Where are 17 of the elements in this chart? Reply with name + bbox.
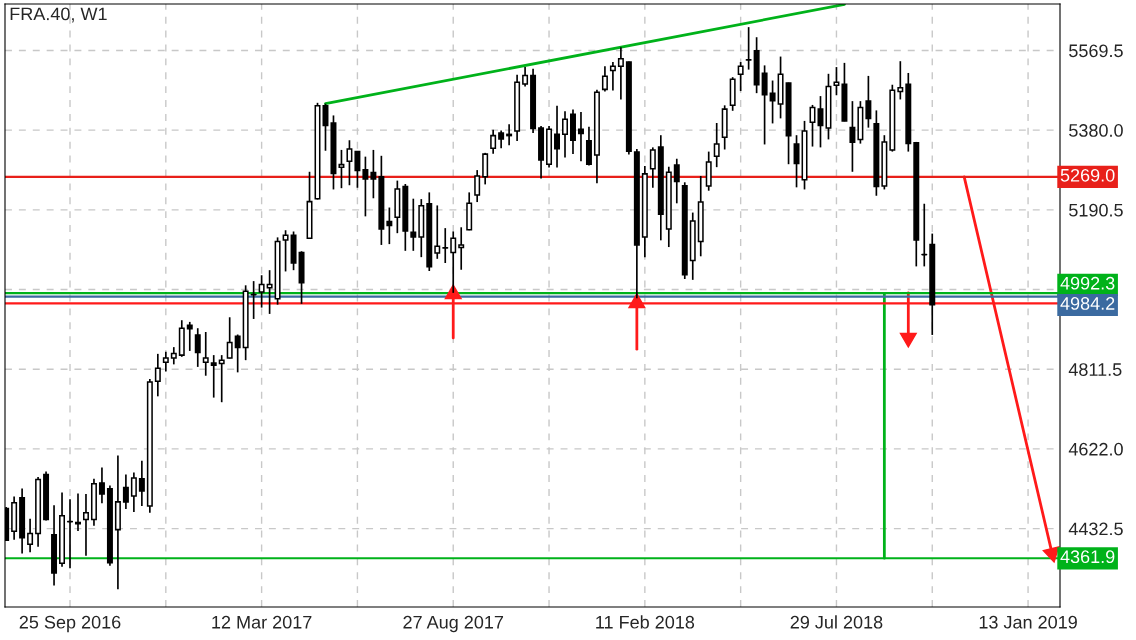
y-tick-label: 4432.5 [1068, 522, 1123, 536]
ref-line-label: 4984.2 [1060, 297, 1115, 310]
ref-line-label: 5269.0 [1060, 168, 1115, 182]
x-tick-label: 11 Feb 2018 [596, 615, 695, 629]
y-tick-label: 5380.0 [1069, 124, 1123, 137]
ref-line-label: 4992.3 [1060, 276, 1115, 290]
y-tick-label: 4622.0 [1068, 442, 1123, 456]
y-tick-label: 4811.5 [1068, 363, 1122, 376]
ref-line-label: 4361.9 [1060, 550, 1115, 564]
y-tick-label: 5569.5 [1069, 44, 1123, 58]
chart-title: FRA.40, W1 [10, 7, 107, 23]
x-tick-label: 12 Mar 2017 [212, 615, 312, 629]
x-tick-label: 29 Jul 2018 [790, 615, 883, 629]
y-tick-label: 5190.5 [1069, 203, 1123, 217]
x-tick-label: 27 Aug 2017 [403, 615, 504, 633]
x-tick-label: 25 Sep 2016 [19, 615, 121, 633]
x-tick-label: 13 Jan 2019 [979, 615, 1077, 629]
